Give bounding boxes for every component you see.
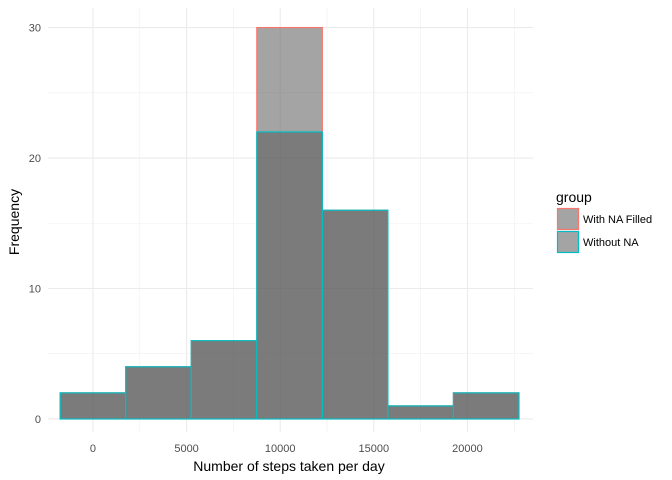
bar-without-na bbox=[387, 405, 455, 420]
x-tick-label: 5000 bbox=[174, 443, 198, 455]
y-tick-label: 20 bbox=[29, 153, 41, 165]
x-axis-ticks: 0 5000 10000 15000 20000 bbox=[90, 443, 483, 455]
legend-label-without-na: Without NA bbox=[583, 237, 639, 249]
bar-without-na bbox=[321, 209, 389, 420]
bar-without-na bbox=[452, 392, 520, 420]
y-axis-title: Frequency bbox=[6, 189, 22, 255]
legend-key-without-na bbox=[556, 230, 580, 254]
bar-without-na bbox=[190, 340, 258, 420]
legend: group With NA Filled Without NA bbox=[556, 189, 652, 254]
bar-without-na bbox=[59, 392, 127, 420]
y-axis-ticks: 0 10 20 30 bbox=[29, 23, 41, 426]
histogram-bars bbox=[59, 26, 520, 420]
legend-key-with-na-filled bbox=[556, 207, 580, 231]
x-axis-title: Number of steps taken per day bbox=[193, 458, 384, 474]
bar-without-na bbox=[256, 131, 323, 420]
legend-label-with-na-filled: With NA Filled bbox=[583, 214, 652, 226]
x-tick-label: 15000 bbox=[359, 443, 390, 455]
y-tick-label: 0 bbox=[35, 414, 41, 426]
x-tick-label: 20000 bbox=[452, 443, 483, 455]
y-tick-label: 10 bbox=[29, 283, 41, 295]
x-tick-label: 0 bbox=[90, 443, 96, 455]
y-tick-label: 30 bbox=[29, 23, 41, 35]
legend-title: group bbox=[556, 189, 592, 205]
bar-without-na bbox=[125, 366, 192, 420]
x-tick-label: 10000 bbox=[265, 443, 296, 455]
